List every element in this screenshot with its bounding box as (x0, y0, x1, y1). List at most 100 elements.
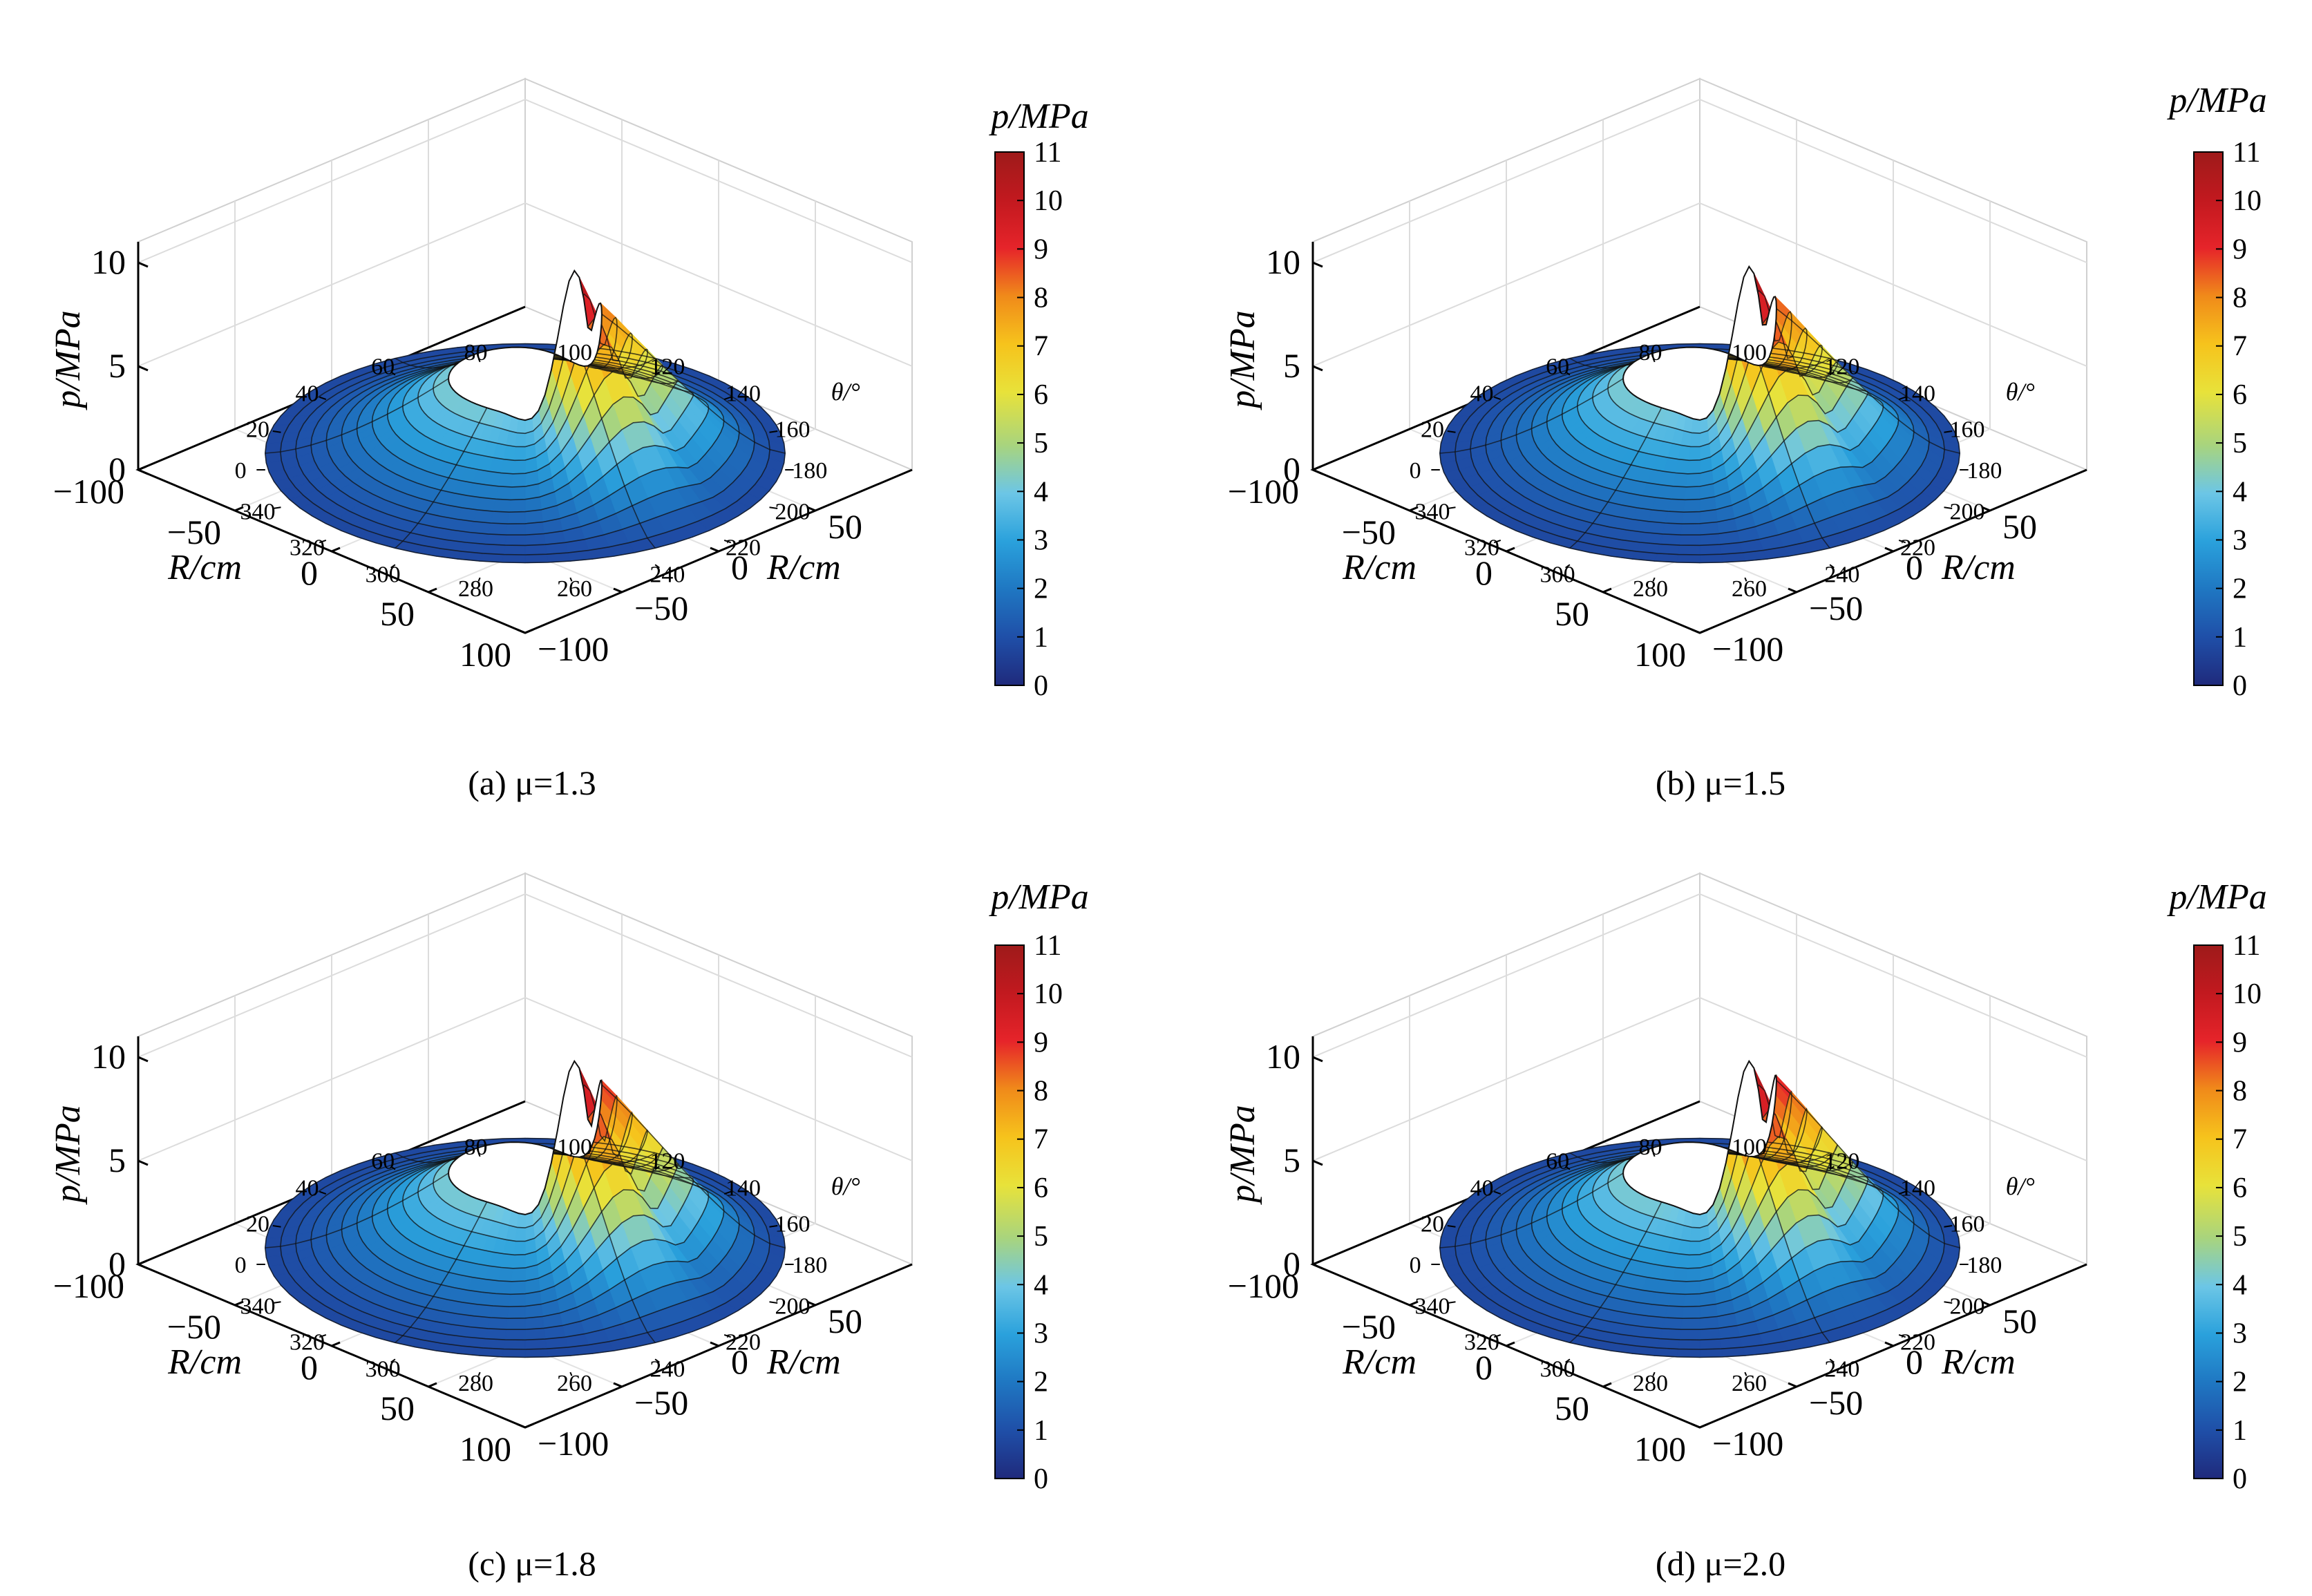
panel-caption: (d) μ=2.0 (1656, 1544, 1785, 1583)
z-axis-label: p/MPa (48, 310, 88, 411)
surface-cell (1647, 1304, 1669, 1318)
surface-cell (490, 1305, 510, 1319)
surface-cell (1680, 1318, 1700, 1330)
theta-tick (723, 396, 732, 401)
surface-cell (504, 1329, 526, 1340)
theta-tick-label: 340 (240, 1293, 276, 1319)
surface-cell (506, 1318, 526, 1330)
theta-tick (390, 564, 396, 569)
theta-tick-label: 160 (775, 417, 810, 443)
theta-tick-label: 260 (557, 1371, 592, 1396)
x-tick-label: 0 (1475, 553, 1493, 592)
surface-cell (510, 1280, 526, 1295)
theta-axis-label: θ/° (831, 1172, 860, 1200)
colorbar-tick-label: 10 (2233, 185, 2262, 217)
z-tick-label: 10 (91, 1037, 126, 1076)
surface-cell (502, 1348, 526, 1358)
theta-tick-label: 340 (240, 499, 276, 524)
surface-cell (487, 522, 509, 535)
grid-line (1312, 202, 2087, 367)
surface-cell (1691, 1213, 1700, 1228)
x-tick (1602, 587, 1612, 593)
surface-cell (507, 1305, 526, 1319)
y-tick (613, 1382, 623, 1388)
colorbar-tick-label: 2 (1034, 573, 1048, 605)
surface-cell (1679, 1329, 1700, 1340)
surface-cell (516, 1213, 526, 1228)
colorbar-tick-label: 6 (1034, 379, 1048, 411)
surface-cell (473, 1304, 494, 1318)
theta-tick-label: 200 (775, 1293, 810, 1319)
colorbar-tick-label: 9 (1034, 1027, 1048, 1058)
pressure-surface (1439, 1059, 1961, 1358)
inner-hole (448, 269, 603, 421)
x-tick (524, 628, 534, 634)
colorbar-tick-label: 6 (1034, 1172, 1048, 1204)
colorbar-tick-label: 10 (1034, 185, 1063, 217)
theta-tick (477, 577, 481, 582)
colorbar-tick-label: 11 (2233, 137, 2260, 169)
x-tick-label: 100 (459, 635, 511, 674)
surface-cell (1688, 446, 1700, 461)
y-tick-label: −50 (634, 1383, 688, 1422)
colorbar-tick-label: 7 (1034, 1124, 1048, 1156)
theta-tick (723, 539, 732, 544)
theta-tick (390, 371, 396, 376)
theta-tick-label: 100 (1732, 1134, 1767, 1160)
y-tick (1788, 1382, 1797, 1388)
surface-cell (1647, 509, 1669, 524)
colorbar-title: p/MPa (988, 97, 1089, 136)
z-tick-label: 0 (108, 450, 126, 488)
grid-line (1312, 98, 2087, 263)
z-tick (138, 468, 149, 475)
pressure-surface (1439, 265, 1961, 564)
theta-tick-label: 20 (1421, 417, 1444, 443)
colorbar-tick-label: 9 (1034, 234, 1048, 265)
surface-cell (1685, 486, 1700, 500)
surface-cell (484, 533, 507, 546)
x-tick (138, 1260, 147, 1266)
surface-cell (516, 418, 526, 434)
colorbar-tick-label: 8 (2233, 1076, 2247, 1108)
colorbar-tick-label: 6 (2233, 1172, 2247, 1204)
x-axis-label: R/cm (1342, 548, 1416, 587)
surface-cell (509, 1293, 526, 1307)
y-tick (806, 506, 816, 512)
theta-tick-label: 80 (1638, 340, 1662, 365)
surface-cell (484, 1328, 507, 1340)
theta-tick-label: 320 (1464, 535, 1499, 561)
surface-cell (1699, 1327, 1721, 1340)
z-tick-label: 5 (1283, 1141, 1300, 1179)
colorbar-tick-label: 1 (1034, 1415, 1048, 1447)
colorbar-tick-label: 5 (2233, 1221, 2247, 1253)
x-tick (524, 1423, 534, 1429)
surface-cell (1691, 418, 1700, 434)
x-tick-label: −50 (1342, 1307, 1396, 1346)
theta-tick-label: 320 (290, 1330, 325, 1356)
theta-tick-label: 200 (1949, 1293, 1984, 1319)
colorbar-tick-label: 0 (1034, 670, 1048, 702)
x-tick-label: −100 (1228, 472, 1299, 511)
z-axis-label: p/MPa (1223, 1105, 1262, 1206)
surface-cell (524, 1338, 547, 1350)
surface-cell (524, 533, 546, 547)
theta-tick-label: 60 (1546, 1149, 1569, 1175)
theta-tick-label: 200 (1949, 499, 1984, 524)
colorbar-tick-label: 2 (2233, 573, 2247, 605)
z-tick (1312, 261, 1323, 268)
y-tick (516, 628, 526, 634)
surface-cell (1682, 1305, 1700, 1319)
theta-tick-label: 160 (775, 1212, 810, 1237)
surface-cell (512, 1254, 526, 1269)
theta-tick-label: 180 (1967, 1253, 2002, 1278)
colorbar-tick-label: 5 (1034, 1221, 1048, 1253)
colorbar-tick-label: 4 (2233, 476, 2247, 508)
theta-tick-label: 60 (371, 1149, 395, 1175)
pressure-surface (265, 1059, 786, 1358)
theta-tick (272, 506, 281, 510)
colorbar-tick-label: 11 (2233, 930, 2260, 962)
theta-tick-label: 280 (458, 1371, 493, 1396)
surface-cell (1669, 1280, 1687, 1295)
surface-cell (1672, 472, 1689, 488)
